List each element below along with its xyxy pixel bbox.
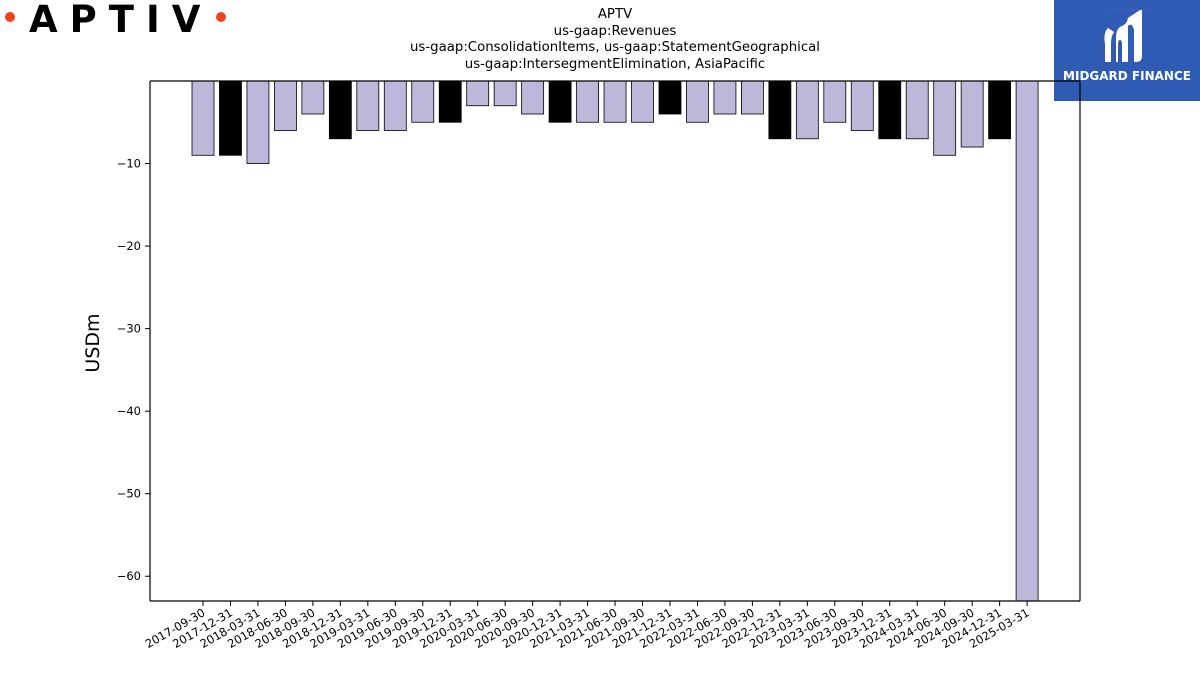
y-tick-label: −40 <box>117 404 141 418</box>
y-tick-label: −20 <box>117 239 141 253</box>
bar <box>191 80 215 156</box>
bar <box>383 80 407 131</box>
bar <box>768 80 792 140</box>
bar <box>878 80 902 140</box>
bar <box>960 80 984 148</box>
brand-name: MIDGARD FINANCE <box>1063 69 1191 83</box>
bar <box>686 80 709 123</box>
midgard-finance-logo: MIDGARD FINANCE <box>1054 0 1200 101</box>
bar <box>356 80 380 131</box>
aptiv-logo: APTIV <box>0 0 240 41</box>
bar <box>1015 80 1039 602</box>
bar <box>328 80 352 140</box>
bar <box>438 80 462 123</box>
chart-title-line: us-gaap:ConsolidationItems, us-gaap:Stat… <box>410 40 820 55</box>
logo-dot-right <box>216 12 226 22</box>
bar <box>850 80 874 131</box>
bar <box>246 80 270 164</box>
bar <box>823 80 847 123</box>
chart-title: APTV us-gaap:Revenues us-gaap:Consolidat… <box>315 7 915 73</box>
bar <box>219 80 242 156</box>
bar <box>301 80 325 115</box>
bar <box>741 80 764 115</box>
bar <box>411 80 435 123</box>
bar <box>521 80 545 115</box>
bar <box>548 80 572 123</box>
bar <box>493 80 517 107</box>
chart-title-line: APTV <box>597 7 633 22</box>
y-tick-label: −60 <box>117 569 141 583</box>
bar <box>603 80 627 123</box>
logo-dot-left <box>5 12 15 22</box>
y-tick-label: −10 <box>117 157 141 171</box>
bar <box>713 80 737 115</box>
chart-title-line: us-gaap:Revenues <box>553 23 677 39</box>
bar <box>274 80 297 131</box>
y-tick-label: −50 <box>117 487 141 501</box>
bar <box>576 80 599 123</box>
chart-title-line: us-gaap:IntersegmentElimination, AsiaPac… <box>464 56 766 72</box>
bar <box>631 80 654 123</box>
midgard-emblem-icon <box>1104 9 1152 62</box>
bar <box>466 80 490 107</box>
bar <box>933 80 957 156</box>
bar <box>795 80 819 140</box>
logo-wordmark: APTIV <box>29 0 213 41</box>
y-tick-label: −30 <box>117 322 141 336</box>
bar <box>905 80 929 140</box>
bar <box>988 80 1012 140</box>
y-axis-label: USDm <box>82 313 104 372</box>
bar <box>658 80 682 115</box>
